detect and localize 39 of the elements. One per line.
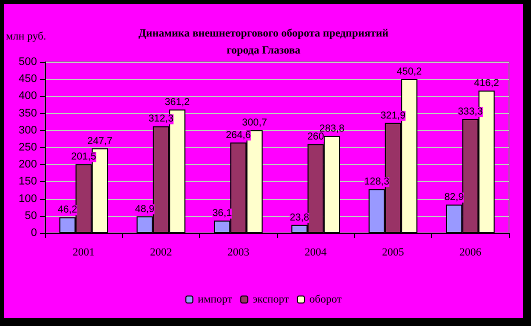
data-label: 247,7 (87, 136, 113, 147)
legend-label: импорт (198, 294, 232, 306)
y-tick-label: 500 (18, 56, 37, 68)
y-tick-label: 350 (18, 107, 37, 120)
data-label: 333,3 (458, 106, 484, 118)
chart-title: Динамика внешнеторгового оборота предприятий города Глазова (138, 28, 390, 56)
legend-label: экспорт (252, 294, 290, 306)
data-label: 36,1 (212, 208, 232, 220)
data-label: 82,9 (444, 192, 464, 204)
y-tick-label: 300 (18, 124, 37, 136)
y-tick-label: 100 (18, 192, 37, 205)
y-tick-label: 450 (18, 73, 37, 86)
data-label: 300,7 (242, 118, 268, 129)
y-tick-label: 150 (18, 176, 37, 188)
data-label: 416,2 (474, 78, 500, 90)
legend-label: оборот (309, 294, 342, 306)
data-label: 450,2 (396, 66, 422, 78)
data-label: 128,3 (364, 176, 390, 188)
data-label: 264,6 (226, 130, 252, 142)
data-label: 46,2 (58, 204, 78, 216)
y-tick-label: 50 (24, 210, 37, 222)
x-tick-label: 2005 (382, 246, 404, 258)
y-tick-label: 400 (18, 90, 37, 102)
x-tick-label: 2002 (150, 246, 172, 258)
data-label: 312,3 (148, 114, 174, 125)
data-label: 201,5 (71, 152, 97, 163)
y-tick-label: 0 (30, 227, 37, 239)
data-label: 23,8 (290, 212, 310, 224)
x-tick-label: 2006 (459, 246, 482, 258)
y-tick-label: 250 (18, 142, 37, 154)
y-axis-title: млн руб. (6, 30, 46, 42)
data-label: 361,2 (164, 96, 190, 108)
x-tick-label: 2004 (304, 246, 328, 258)
y-tick-label: 200 (18, 158, 37, 171)
data-label: 321,9 (380, 110, 406, 122)
data-label: 48,9 (135, 204, 155, 215)
x-tick-label: 2003 (227, 246, 250, 258)
data-label: 260 (307, 132, 324, 143)
x-tick-label: 2001 (72, 246, 95, 258)
